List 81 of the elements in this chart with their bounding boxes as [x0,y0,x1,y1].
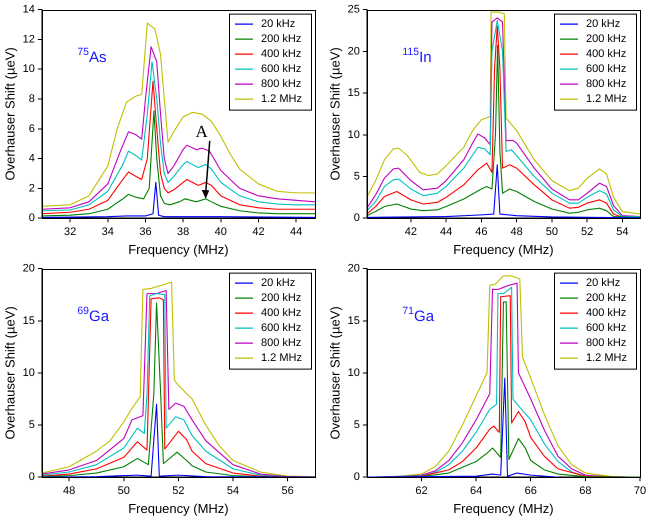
y-tick-label: 20 [348,45,360,58]
y-tick-label: 0 [28,471,35,484]
legend-label: 20 kHz [586,277,620,290]
legend-label: 800 kHz [586,337,626,350]
x-tick-label: 46 [475,226,488,238]
y-axis-title: Overhauser Shift (µeV) [327,306,342,440]
legend-label: 20 kHz [586,18,620,30]
legend-label: 200 kHz [261,292,302,304]
y-tick-label: 15 [348,314,360,327]
y-axis-title: Overhauser Shift (µeV) [2,306,18,440]
x-axis-title: Frequency (MHz) [128,500,229,516]
x-tick-label: 34 [102,226,114,238]
x-tick-label: 48 [63,484,76,497]
y-tick-label: 12 [22,33,35,46]
legend-label: 800 kHz [261,337,302,350]
y-tick-label: 0 [354,212,360,224]
legend-label: 600 kHz [261,322,302,334]
y-tick-label: 5 [354,419,360,432]
y-tick-label: 20 [22,262,35,275]
x-tick-label: 44 [290,226,302,238]
legend-label: 400 kHz [261,48,302,60]
legend-label: 1.2 MHz [261,93,302,106]
x-tick-label: 36 [139,226,152,238]
x-tick-label: 44 [440,226,452,238]
y-tick-label: 0 [28,212,35,224]
x-tick-label: 68 [579,484,592,497]
x-axis-title: Frequency (MHz) [453,500,554,516]
legend-label: 20 kHz [261,18,296,30]
legend-label: 400 kHz [586,48,626,60]
legend-label: 600 kHz [586,63,626,76]
y-tick-label: 0 [354,471,360,484]
x-tick-label: 56 [282,484,294,497]
x-tick-label: 48 [510,226,523,238]
y-axis-title: Overhauser Shift (µeV) [327,47,342,181]
legend-label: 1.2 MHz [586,352,627,364]
x-tick-label: 66 [524,484,537,497]
x-tick-label: 38 [177,226,190,238]
x-tick-label: 42 [404,226,418,238]
x-axis-title: Frequency (MHz) [453,242,554,257]
legend-label: 600 kHz [261,63,302,76]
y-tick-label: 8 [28,93,35,106]
y-tick-label: 10 [348,366,360,379]
y-tick-label: 5 [28,419,35,432]
x-tick-label: 64 [470,484,482,497]
x-tick-label: 40 [214,226,227,238]
legend-label: 400 kHz [586,307,626,320]
x-tick-label: 52 [581,226,594,238]
legend-label: 1.2 MHz [261,352,302,364]
x-tick-label: 70 [634,484,646,497]
x-tick-label: 50 [546,226,558,238]
y-tick-label: 2 [28,182,35,194]
annotation: A [195,122,208,141]
legend-label: 200 kHz [586,33,626,46]
legend-label: 200 kHz [261,33,302,46]
x-tick-label: 62 [415,484,428,497]
y-tick-label: 5 [354,170,360,183]
x-axis-title: Frequency (MHz) [128,242,229,257]
y-tick-label: 15 [22,314,35,327]
x-tick-label: 32 [64,226,76,238]
y-tick-label: 10 [22,366,35,379]
legend-label: 20 kHz [261,277,296,290]
y-tick-label: 14 [22,4,35,16]
x-tick-label: 54 [226,484,240,497]
legend-label: 800 kHz [586,78,626,90]
y-tick-label: 10 [22,63,35,76]
legend-label: 200 kHz [586,292,626,304]
x-tick-label: 50 [118,484,130,497]
y-axis-title: Overhauser Shift (µeV) [2,47,18,181]
y-tick-label: 20 [348,262,360,275]
y-tick-label: 10 [348,128,360,141]
legend-label: 600 kHz [586,322,626,334]
legend-label: 1.2 MHz [586,93,627,106]
legend-label: 400 kHz [261,307,302,320]
legend-label: 800 kHz [261,78,302,90]
y-tick-label: 6 [28,122,35,135]
x-tick-label: 52 [172,484,185,497]
y-tick-label: 4 [28,152,35,165]
y-tick-label: 15 [348,87,360,100]
x-tick-label: 42 [252,226,265,238]
y-tick-label: 25 [348,4,360,16]
x-tick-label: 54 [616,226,628,238]
